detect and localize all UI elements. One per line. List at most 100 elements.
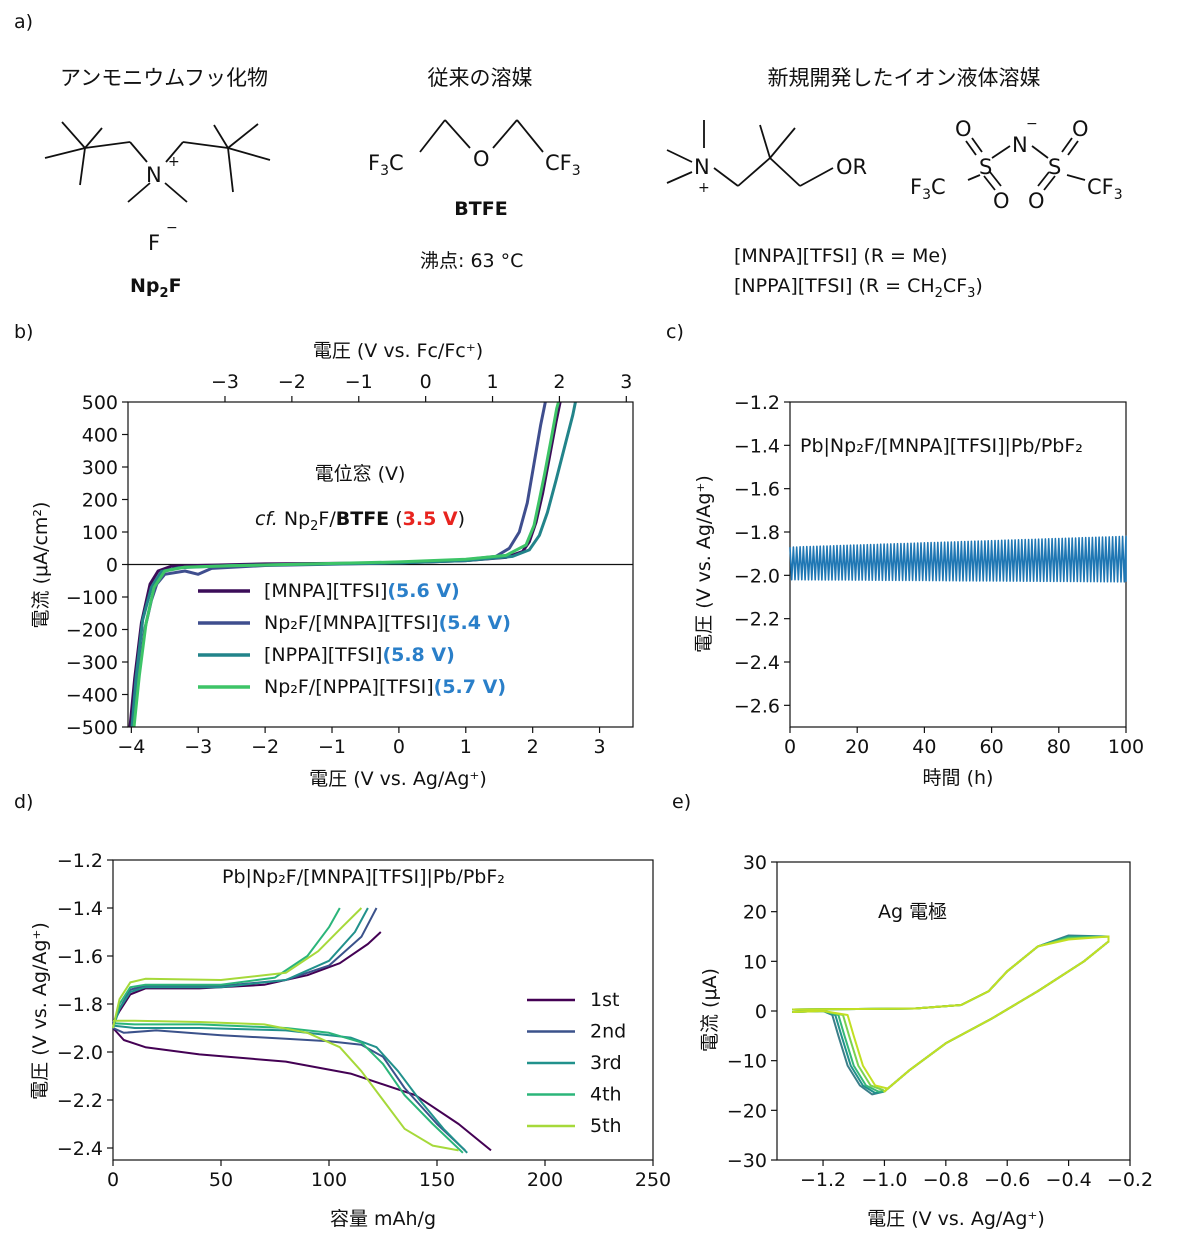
- chart-e-ytick-label: −30: [727, 1150, 767, 1172]
- btfe-right: CF3: [545, 151, 581, 179]
- group2-title: 従来の溶媒: [428, 66, 533, 90]
- anion-O4: O: [1028, 189, 1045, 213]
- chart-b-top-xlabel: 電圧 (V vs. Fc/Fc⁺): [313, 340, 483, 362]
- chart-c-ytick-label: −1.8: [734, 522, 780, 544]
- chart-e-ytick-label: 30: [743, 852, 767, 874]
- anion-O2: O: [1072, 117, 1089, 141]
- np2f-F: F: [148, 231, 160, 255]
- chart-c-xtick-label: 80: [1047, 736, 1071, 758]
- chart-c: 時間 (h) 電圧 (V vs. Ag/Ag⁺) Pb|Np₂F/[MNPA][…: [693, 392, 1144, 789]
- chart-b-top-xtick-label: 1: [486, 371, 498, 393]
- chart-b-top-xtick-label: −2: [278, 371, 306, 393]
- chart-d-ytick-label: −2.2: [57, 1090, 103, 1112]
- chart-d-series-5th-charge: [112, 907, 363, 1029]
- chart-d-title: Pb|Np₂F/[MNPA][TFSI]|Pb/PbF₂: [222, 866, 505, 888]
- chart-b-series-4: [132, 402, 561, 727]
- chart-b-legend-window: (5.6 V): [387, 580, 459, 602]
- chart-d-legend-label: 4th: [590, 1084, 622, 1106]
- chart-b-series-group: [128, 402, 577, 727]
- chart-e-xtick-label: −0.4: [1046, 1169, 1092, 1191]
- chart-c-series: [789, 535, 1127, 583]
- panel-label-a: a): [14, 11, 33, 33]
- chart-b-ytick-label: −100: [66, 587, 118, 609]
- chart-d-legend-label: 1st: [590, 989, 619, 1011]
- chart-b-legend-label: Np₂F/[MNPA][TFSI](5.4 V): [264, 612, 511, 634]
- anion-O3: O: [993, 189, 1010, 213]
- chart-d-legend-label: 5th: [590, 1115, 622, 1137]
- cation-plus: +: [698, 180, 710, 196]
- chart-b-ytick-label: −500: [66, 717, 118, 739]
- caption-mnpa: [MNPA][TFSI] (R = Me): [734, 245, 948, 267]
- chart-d-xtick-label: 0: [107, 1169, 119, 1191]
- chart-c-ytick-label: −1.6: [734, 479, 780, 501]
- chart-d-xlabel: 容量 mAh/g: [330, 1208, 436, 1230]
- chart-b-ytick-label: −300: [66, 652, 118, 674]
- panel-label-e: e): [672, 791, 691, 813]
- chart-b-ytick-label: 0: [106, 555, 118, 577]
- chart-c-ytick-label: −1.2: [734, 392, 780, 414]
- chart-c-ytick-label: −2.4: [734, 652, 780, 674]
- chart-d-xtick-label: 100: [311, 1169, 347, 1191]
- anion-structure: [965, 137, 1086, 191]
- group3-title: 新規開発したイオン液体溶媒: [768, 66, 1041, 90]
- chart-b-ytick-label: 300: [82, 457, 118, 479]
- chart-b-top-xtick-label: −1: [345, 371, 373, 393]
- chart-d-series-4th-discharge: [112, 1022, 464, 1154]
- chart-c-ytick-label: −2.0: [734, 565, 780, 587]
- chart-c-ytick-label: −2.6: [734, 695, 780, 717]
- chart-e-ytick-label: 0: [755, 1001, 767, 1023]
- chart-d-ytick-label: −1.8: [57, 994, 103, 1016]
- chart-e-ytick-label: 20: [743, 902, 767, 924]
- np2f-plus: +: [168, 154, 180, 170]
- chart-b-xtick-label: 3: [594, 736, 606, 758]
- chart-d-series-3rd-discharge: [112, 1024, 468, 1154]
- np2f-structure: [44, 121, 271, 203]
- panel-label-d: d): [14, 791, 33, 813]
- chart-d-xtick-label: 50: [209, 1169, 233, 1191]
- chart-d-ytick-label: −1.4: [57, 898, 103, 920]
- anion-minus: −: [1026, 116, 1038, 132]
- anion-S1: S: [979, 155, 992, 179]
- chart-b-legend-window: (5.4 V): [439, 612, 511, 634]
- chart-c-xtick-label: 100: [1108, 736, 1144, 758]
- cation-OR: OR: [836, 155, 867, 179]
- chart-e-title: Ag 電極: [878, 901, 947, 923]
- btfe-O: O: [473, 147, 490, 171]
- chart-d-xtick-label: 200: [527, 1169, 563, 1191]
- chart-b-xtick-label: −3: [184, 736, 212, 758]
- chart-b-legend-label: [MNPA][TFSI](5.6 V): [264, 580, 460, 602]
- chart-e-ytick-label: −10: [727, 1051, 767, 1073]
- chart-b-xtick-label: −1: [318, 736, 346, 758]
- chart-d-xtick-label: 150: [419, 1169, 455, 1191]
- chart-b-top-xtick-label: −3: [211, 371, 239, 393]
- chart-e-xtick-label: −0.2: [1107, 1169, 1153, 1191]
- chart-d-legend-label: 2nd: [590, 1021, 626, 1043]
- group1-title: アンモニウムフッ化物: [60, 66, 268, 90]
- chart-c-ylabel: 電圧 (V vs. Ag/Ag⁺): [693, 475, 715, 653]
- chart-e-ytick-label: 10: [743, 951, 767, 973]
- chart-d-series-2nd-discharge: [112, 1027, 466, 1152]
- chart-b-ylabel: 電流 (μA/cm²): [30, 502, 52, 629]
- caption-nppa: [NPPA][TFSI] (R = CH2CF3): [734, 275, 983, 301]
- chart-b-top-xtick-label: 0: [420, 371, 432, 393]
- panel-label-c: c): [666, 321, 684, 343]
- chart-b-legend-window: (5.7 V): [434, 676, 506, 698]
- chart-c-xtick-label: 60: [980, 736, 1004, 758]
- chart-b-xtick-label: 1: [460, 736, 472, 758]
- chart-b-xtick-label: 2: [527, 736, 539, 758]
- chart-e-ytick-label: −20: [727, 1100, 767, 1122]
- chart-c-ytick-label: −2.2: [734, 609, 780, 631]
- chart-b-ytick-label: −200: [66, 620, 118, 642]
- anion-N: N: [1012, 133, 1028, 157]
- chart-b-annotation-cf: cf. Np2F/BTFE (3.5 V): [255, 508, 465, 534]
- chart-d-legend-label: 3rd: [590, 1052, 622, 1074]
- chart-d-series-5th-discharge: [113, 1019, 459, 1152]
- chart-b-ytick-label: 100: [82, 522, 118, 544]
- chart-b-xtick-label: −2: [251, 736, 279, 758]
- chart-c-xtick-label: 40: [912, 736, 936, 758]
- chart-d-ylabel: 電圧 (V vs. Ag/Ag⁺): [29, 922, 51, 1100]
- chart-b-ytick-label: 200: [82, 490, 118, 512]
- chart-d-series-4th-charge: [112, 907, 341, 1029]
- chart-b-top-xtick-label: 2: [553, 371, 565, 393]
